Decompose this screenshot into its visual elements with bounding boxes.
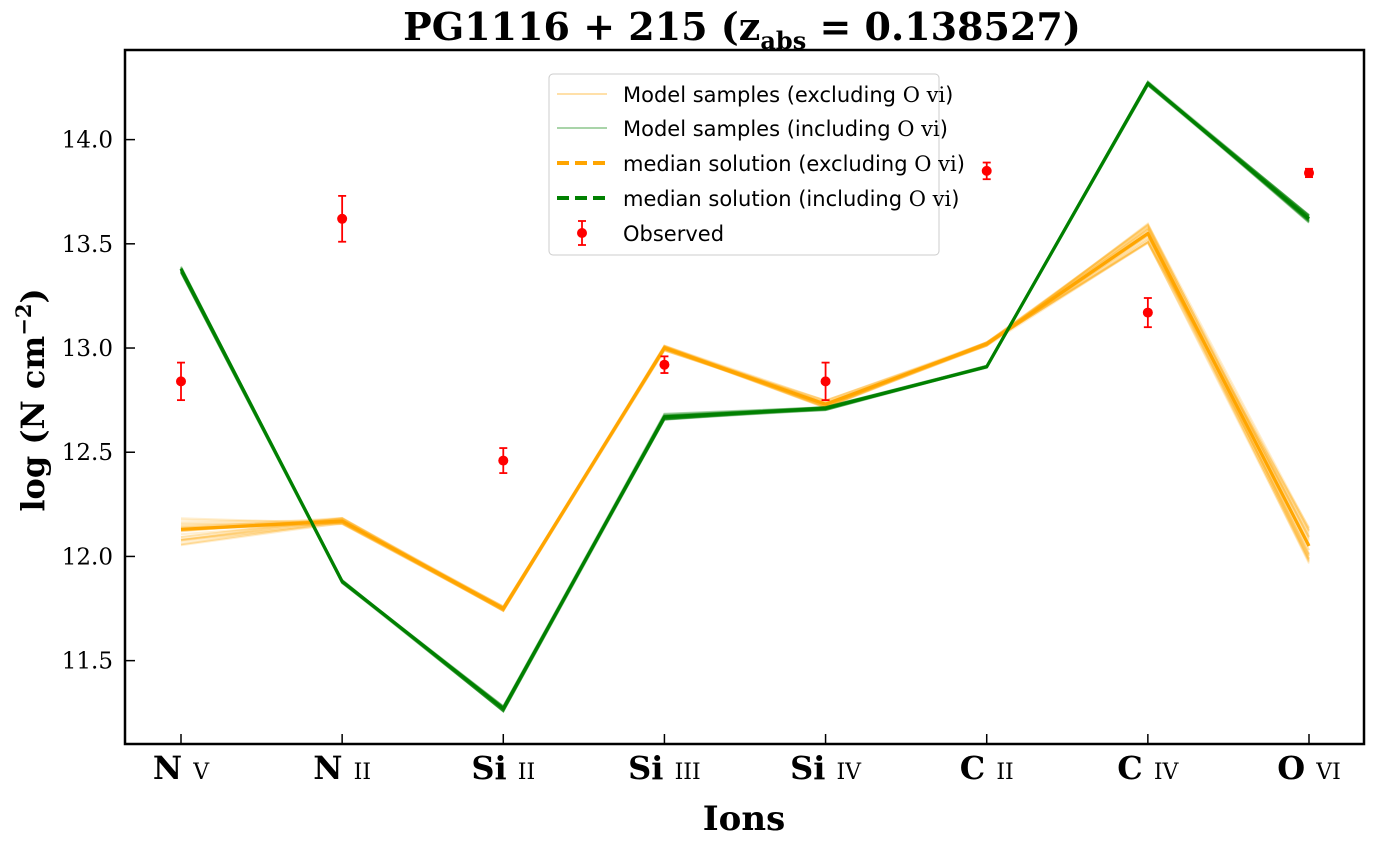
model-sample-excluding-line (180, 229, 1310, 612)
legend-label-samples-including: Model samples (including O vi) (623, 117, 948, 141)
model-sample-excluding-line (180, 240, 1310, 612)
model-sample-excluding-line (180, 237, 1310, 609)
legend-swatch-observed (577, 220, 587, 246)
median-series (179, 81, 1311, 711)
legend: Model samples (excluding O vi) Model sam… (548, 73, 965, 256)
model-sample-excluding-line (180, 239, 1310, 611)
x-tick-label: N V (153, 749, 210, 787)
legend-label-samples-excluding: Model samples (excluding O vi) (623, 83, 953, 107)
model-sample-excluding-line (180, 241, 1310, 611)
model-sample-excluding-line (180, 222, 1310, 610)
x-tick-label: Si IV (790, 749, 862, 787)
model-sample-excluding-line (180, 223, 1310, 609)
observed-point (498, 447, 509, 474)
median-excluding-line (180, 231, 1311, 611)
x-tick-label: C II (960, 749, 1014, 787)
model-sample-excluding-line (180, 223, 1310, 610)
x-tick-label: Si III (628, 749, 700, 787)
model-sample-excluding-line (180, 231, 1310, 613)
model-sample-excluding-line (180, 231, 1310, 611)
observed-point (337, 194, 348, 243)
legend-box (548, 73, 940, 256)
observed-point (1304, 167, 1314, 179)
x-tick-label: N II (313, 749, 371, 787)
legend-label-median-including: median solution (including O vi) (623, 187, 959, 211)
model-sample-excluding-line (180, 240, 1310, 612)
observed-point (176, 361, 186, 402)
y-tick-label: 12.5 (62, 440, 113, 466)
observed-point (1142, 297, 1153, 329)
model-sample-excluding-line (180, 226, 1310, 609)
median-including-line (179, 81, 1311, 711)
x-axis: N V N II Si II Si III Si IV C II C IV O VI (153, 734, 1341, 787)
model-sample-excluding-line (180, 228, 1310, 611)
model-sample-excluding-line (180, 234, 1310, 608)
x-tick-label: C IV (1117, 749, 1179, 787)
model-sample-excluding-line (180, 233, 1310, 609)
y-axis: 11.5 12.0 12.5 13.0 13.5 14.0 (62, 128, 135, 675)
model-sample-excluding-line (180, 223, 1310, 612)
observed-point (981, 161, 992, 181)
model-sample-excluding-line (180, 228, 1310, 611)
model-sample-excluding-line (180, 241, 1310, 611)
y-tick-label: 13.5 (62, 232, 113, 258)
plot-frame (123, 48, 1366, 746)
chart-title: PG1116 + 215 (zabs = 0.138527) (403, 4, 1081, 55)
model-sample-excluding-line (180, 226, 1310, 611)
legend-label-median-excluding: median solution (excluding O vi) (623, 152, 965, 176)
model-sample-excluding-line (180, 232, 1310, 612)
x-tick-label: Si II (471, 749, 535, 787)
observed-point (659, 355, 670, 374)
model-sample-excluding-line (180, 224, 1310, 612)
model-sample-excluding-line (180, 228, 1310, 608)
model-sample-excluding-line (180, 240, 1310, 613)
observed-points (176, 161, 1314, 474)
model-sample-excluding-line (180, 233, 1310, 612)
x-tick-label: O VI (1277, 749, 1341, 787)
model-sample-excluding-line (180, 240, 1310, 611)
y-axis-label: log (N cm−2) (11, 288, 52, 511)
y-tick-label: 11.5 (62, 649, 113, 675)
observed-point (820, 361, 831, 402)
y-tick-label: 13.0 (62, 336, 113, 362)
legend-label-observed: Observed (623, 222, 724, 246)
x-axis-label: Ions (703, 799, 785, 839)
model-sample-excluding-line (180, 235, 1310, 613)
model-sample-excluding-line (180, 237, 1310, 611)
y-tick-label: 12.0 (62, 544, 113, 570)
model-sample-excluding-line (180, 232, 1310, 609)
model-sample-excluding-line (180, 225, 1310, 608)
y-tick-label: 14.0 (62, 128, 113, 154)
